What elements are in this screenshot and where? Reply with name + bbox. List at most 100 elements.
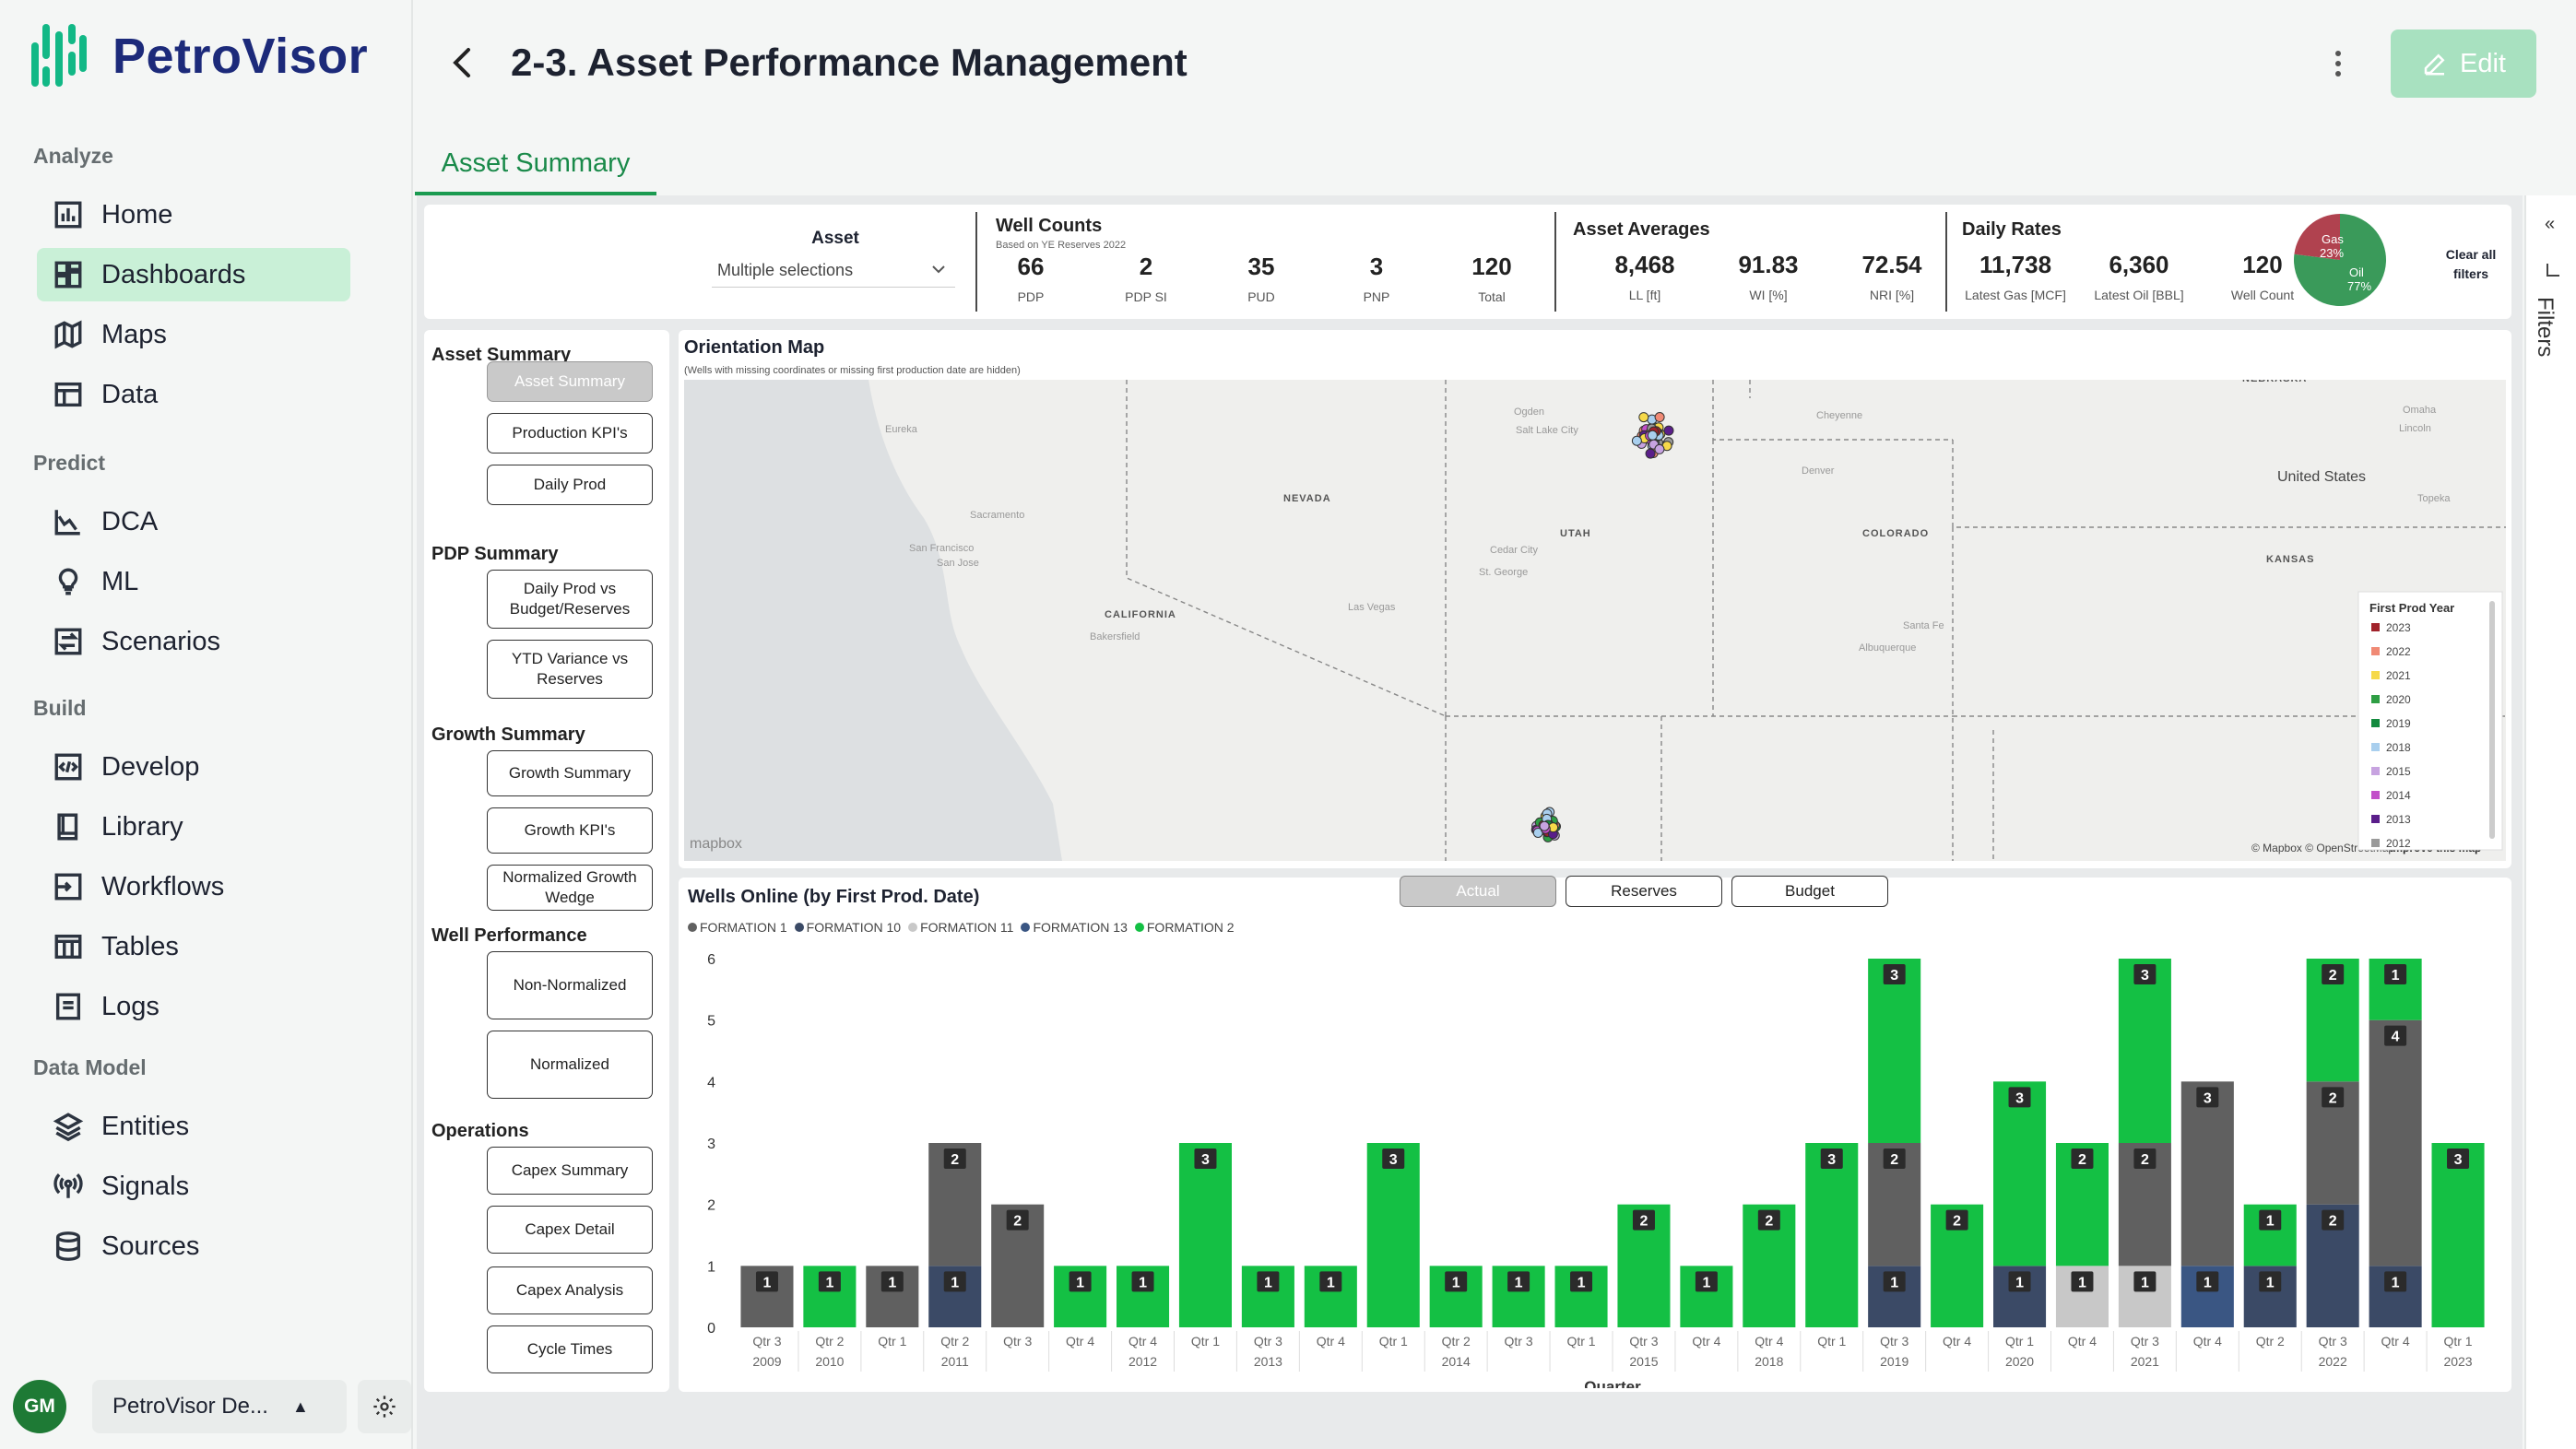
legend-scrollbar[interactable] xyxy=(2489,601,2495,839)
toggle-reserves[interactable]: Reserves xyxy=(1566,876,1722,907)
chart-legend-item[interactable]: FORMATION 1 xyxy=(688,918,787,937)
well-marker[interactable] xyxy=(1647,430,1658,441)
nav-item-home[interactable]: Home xyxy=(37,188,350,242)
chart-legend-item[interactable]: FORMATION 13 xyxy=(1021,918,1128,937)
nav-item-dca[interactable]: DCA xyxy=(37,495,350,548)
x-tick-quarter: Qtr 3 xyxy=(2319,1334,2347,1349)
chart-legend-item[interactable]: FORMATION 10 xyxy=(794,918,901,937)
nav-item-library[interactable]: Library xyxy=(37,800,350,854)
chart-bar-segment[interactable] xyxy=(2369,1019,2422,1266)
report-nav-button[interactable]: Normalized xyxy=(487,1031,653,1099)
pie-slice-gas[interactable] xyxy=(2294,214,2340,260)
chart-bar-segment[interactable] xyxy=(1805,1143,1859,1327)
nav-item-tables[interactable]: Tables xyxy=(37,920,350,973)
well-marker[interactable] xyxy=(1645,448,1656,459)
toggle-budget[interactable]: Budget xyxy=(1731,876,1888,907)
well-marker[interactable] xyxy=(1654,443,1665,454)
brand[interactable]: PetroVisor xyxy=(31,24,368,88)
collapse-icon[interactable]: « xyxy=(2545,214,2556,234)
report-nav-button[interactable]: Capex Summary xyxy=(487,1147,653,1195)
wells-online-chart[interactable]: 0 1 2 3 4 5 6 1 Qtr 3 2009 1 Qtr 2 2010 1 Qtr 1 1 2 Qtr 2… xyxy=(679,933,2511,1388)
edit-button[interactable]: Edit xyxy=(2391,29,2536,98)
data-label-bg xyxy=(2447,1149,2470,1169)
nav-item-logs[interactable]: Logs xyxy=(37,980,350,1033)
asset-select[interactable]: Multiple selections xyxy=(712,254,955,288)
report-nav-button[interactable]: YTD Variance vs Reserves xyxy=(487,640,653,699)
workspace-name: PetroVisor De... xyxy=(112,1394,268,1419)
nav-item-workflows[interactable]: Workflows xyxy=(37,860,350,913)
report-nav-button[interactable]: Non-Normalized xyxy=(487,951,653,1019)
clear-filters-button[interactable]: Clear all filters xyxy=(2445,247,2497,281)
map-city-label: Eureka xyxy=(885,424,918,435)
report-nav-button[interactable]: Cycle Times xyxy=(487,1325,653,1373)
report-nav-button[interactable]: Daily Prod vs Budget/Reserves xyxy=(487,570,653,629)
data-label-bg xyxy=(1382,1149,1405,1169)
workspace-selector[interactable]: PetroVisor De... ▲ xyxy=(92,1380,347,1433)
report-nav-button[interactable]: Capex Detail xyxy=(487,1206,653,1254)
report-canvas: Asset Multiple selections Well Counts Ba… xyxy=(417,195,2523,1449)
gas-oil-pie[interactable]: Gas 23% Oil 77% xyxy=(2292,212,2388,308)
chart-legend-item[interactable]: FORMATION 11 xyxy=(908,918,1013,937)
report-nav-button[interactable]: Daily Prod xyxy=(487,465,653,505)
nav-item-ml[interactable]: ML xyxy=(37,555,350,608)
chart-bar-segment[interactable] xyxy=(2118,959,2171,1143)
chart-bar-segment[interactable] xyxy=(1178,1143,1232,1327)
filters-pane[interactable]: « Filters xyxy=(2524,195,2576,1449)
nav-item-sources[interactable]: Sources xyxy=(37,1219,350,1273)
tab-asset-summary[interactable]: Asset Summary xyxy=(415,135,656,195)
legend-year: 2019 xyxy=(2386,717,2411,730)
nav-item-develop[interactable]: Develop xyxy=(37,740,350,794)
data-label-bg xyxy=(2133,1271,2157,1292)
data-label: 2 xyxy=(2141,1152,2149,1168)
chart-bar-segment[interactable] xyxy=(2180,1081,2234,1266)
report-nav-button[interactable]: Growth Summary xyxy=(487,750,653,796)
back-button[interactable] xyxy=(444,41,481,85)
more-options-icon[interactable] xyxy=(2329,48,2347,81)
x-tick-year: 2010 xyxy=(815,1354,844,1369)
chart-bar-segment[interactable] xyxy=(1366,1143,1420,1327)
chart-bar-segment[interactable] xyxy=(1993,1081,2047,1266)
report-nav-button[interactable]: Capex Analysis xyxy=(487,1266,653,1314)
well-marker[interactable] xyxy=(1654,412,1665,423)
settings-button[interactable] xyxy=(358,1380,411,1433)
nav-item-scenarios[interactable]: Scenarios xyxy=(37,615,350,668)
data-label-bg xyxy=(1445,1271,1468,1292)
legend-year: 2023 xyxy=(2386,621,2411,634)
data-label: 1 xyxy=(1452,1275,1460,1290)
kpi-divider xyxy=(1554,212,1556,312)
legend-swatch xyxy=(2371,695,2380,703)
legend-swatch xyxy=(2371,719,2380,727)
x-tick-quarter: Qtr 3 xyxy=(752,1334,781,1349)
well-marker[interactable] xyxy=(1663,425,1674,436)
map-canvas[interactable]: NEVADAUTAHCOLORADOKANSASCALIFORNIAOKLAHO… xyxy=(684,380,2506,861)
toggle-actual[interactable]: Actual xyxy=(1400,876,1556,907)
report-nav-button[interactable]: Asset Summary xyxy=(487,361,653,402)
avatar[interactable]: GM xyxy=(13,1380,66,1433)
data-label: 1 xyxy=(763,1275,772,1290)
report-nav-button[interactable]: Normalized Growth Wedge xyxy=(487,865,653,911)
chart-bar-segment[interactable] xyxy=(2431,1143,2485,1327)
data-label: 2 xyxy=(2329,1090,2337,1106)
well-marker[interactable] xyxy=(1631,435,1642,446)
data-label-bg xyxy=(1069,1271,1092,1292)
well-marker[interactable] xyxy=(1638,412,1649,423)
x-axis-title: Quarter xyxy=(1584,1378,1641,1388)
nav-item-entities[interactable]: Entities xyxy=(37,1100,350,1153)
report-nav-button[interactable]: Production KPI's xyxy=(487,413,653,454)
nav-item-maps[interactable]: Maps xyxy=(37,308,350,361)
nav-item-data[interactable]: Data xyxy=(37,368,350,421)
nav-item-signals[interactable]: Signals xyxy=(37,1160,350,1213)
map-city-label: Denver xyxy=(1802,465,1835,477)
well-marker[interactable] xyxy=(1539,820,1550,831)
chart-bar-segment[interactable] xyxy=(1868,959,1921,1143)
report-nav-section-title: Growth Summary xyxy=(431,724,585,745)
data-label: 1 xyxy=(1890,1275,1898,1290)
data-label: 1 xyxy=(2266,1214,2275,1230)
kpi-value: 8,468 xyxy=(1614,251,1675,278)
chart-legend-item[interactable]: FORMATION 2 xyxy=(1134,918,1235,937)
data-label: 2 xyxy=(1953,1214,1961,1230)
state-borders xyxy=(1126,380,2506,861)
report-nav-button[interactable]: Growth KPI's xyxy=(487,807,653,854)
pie-oil-pct: 77% xyxy=(2347,279,2371,293)
nav-item-dashboards[interactable]: Dashboards xyxy=(37,248,350,301)
